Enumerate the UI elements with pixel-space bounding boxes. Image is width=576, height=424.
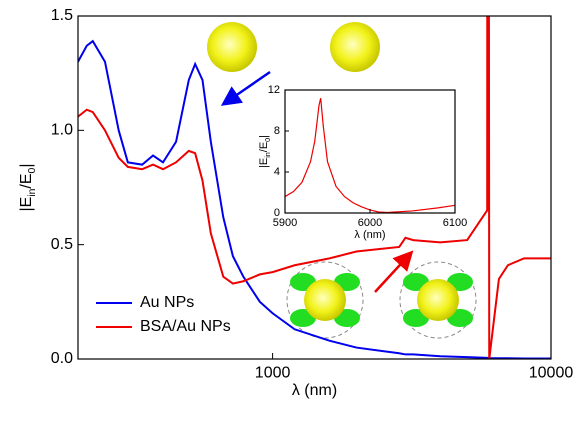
legend-label: Au NPs — [140, 294, 194, 311]
y-axis-label-part: /E — [18, 173, 35, 188]
arrow — [374, 250, 414, 293]
y-axis-label-part: in — [264, 152, 272, 158]
plot-area — [285, 90, 455, 213]
arrow — [220, 70, 271, 106]
x-tick-label: 1000 — [255, 365, 291, 382]
y-tick-label: 4 — [274, 166, 280, 178]
y-tick-label: 12 — [268, 84, 280, 96]
y-axis-label-part: in — [27, 188, 38, 196]
y-axis-label-part: 0 — [264, 138, 272, 142]
y-axis-label-part: | — [18, 164, 35, 168]
legend-label: BSA/Au NPs — [140, 318, 231, 335]
y-tick-label: 0.0 — [51, 350, 73, 367]
y-axis-label-part: /E — [258, 142, 270, 152]
y-axis-label: |Ein/E0| — [18, 164, 38, 212]
data-line — [78, 16, 551, 359]
y-tick-label: 1.0 — [51, 122, 73, 139]
y-axis-label-part: | — [258, 135, 270, 138]
x-axis-label: λ (nm) — [292, 382, 337, 399]
coated-nanoparticle — [399, 261, 477, 339]
illustrations — [207, 22, 477, 339]
nanoparticle — [330, 22, 380, 72]
y-tick-label: 0.5 — [51, 236, 73, 253]
x-tick-label: 5900 — [273, 217, 297, 229]
plot-frame — [77, 15, 552, 360]
nanoparticle — [207, 22, 257, 72]
y-axis-label-part: |E — [18, 197, 35, 212]
coated-nanoparticle — [286, 261, 364, 339]
y-axis-label: |Ein/E0| — [258, 135, 272, 168]
y-tick-label: 8 — [274, 125, 280, 137]
x-tick-label: 10000 — [529, 365, 574, 382]
y-axis-label-part: 0 — [27, 167, 38, 173]
y-tick-label: 0 — [274, 207, 280, 219]
data-line — [78, 39, 551, 359]
x-tick-label: 6100 — [443, 217, 467, 229]
y-tick-label: 1.5 — [51, 7, 73, 24]
y-axis-label-part: |E — [258, 158, 270, 168]
x-tick-label: 6000 — [358, 217, 382, 229]
x-axis-label: λ (nm) — [354, 229, 385, 241]
